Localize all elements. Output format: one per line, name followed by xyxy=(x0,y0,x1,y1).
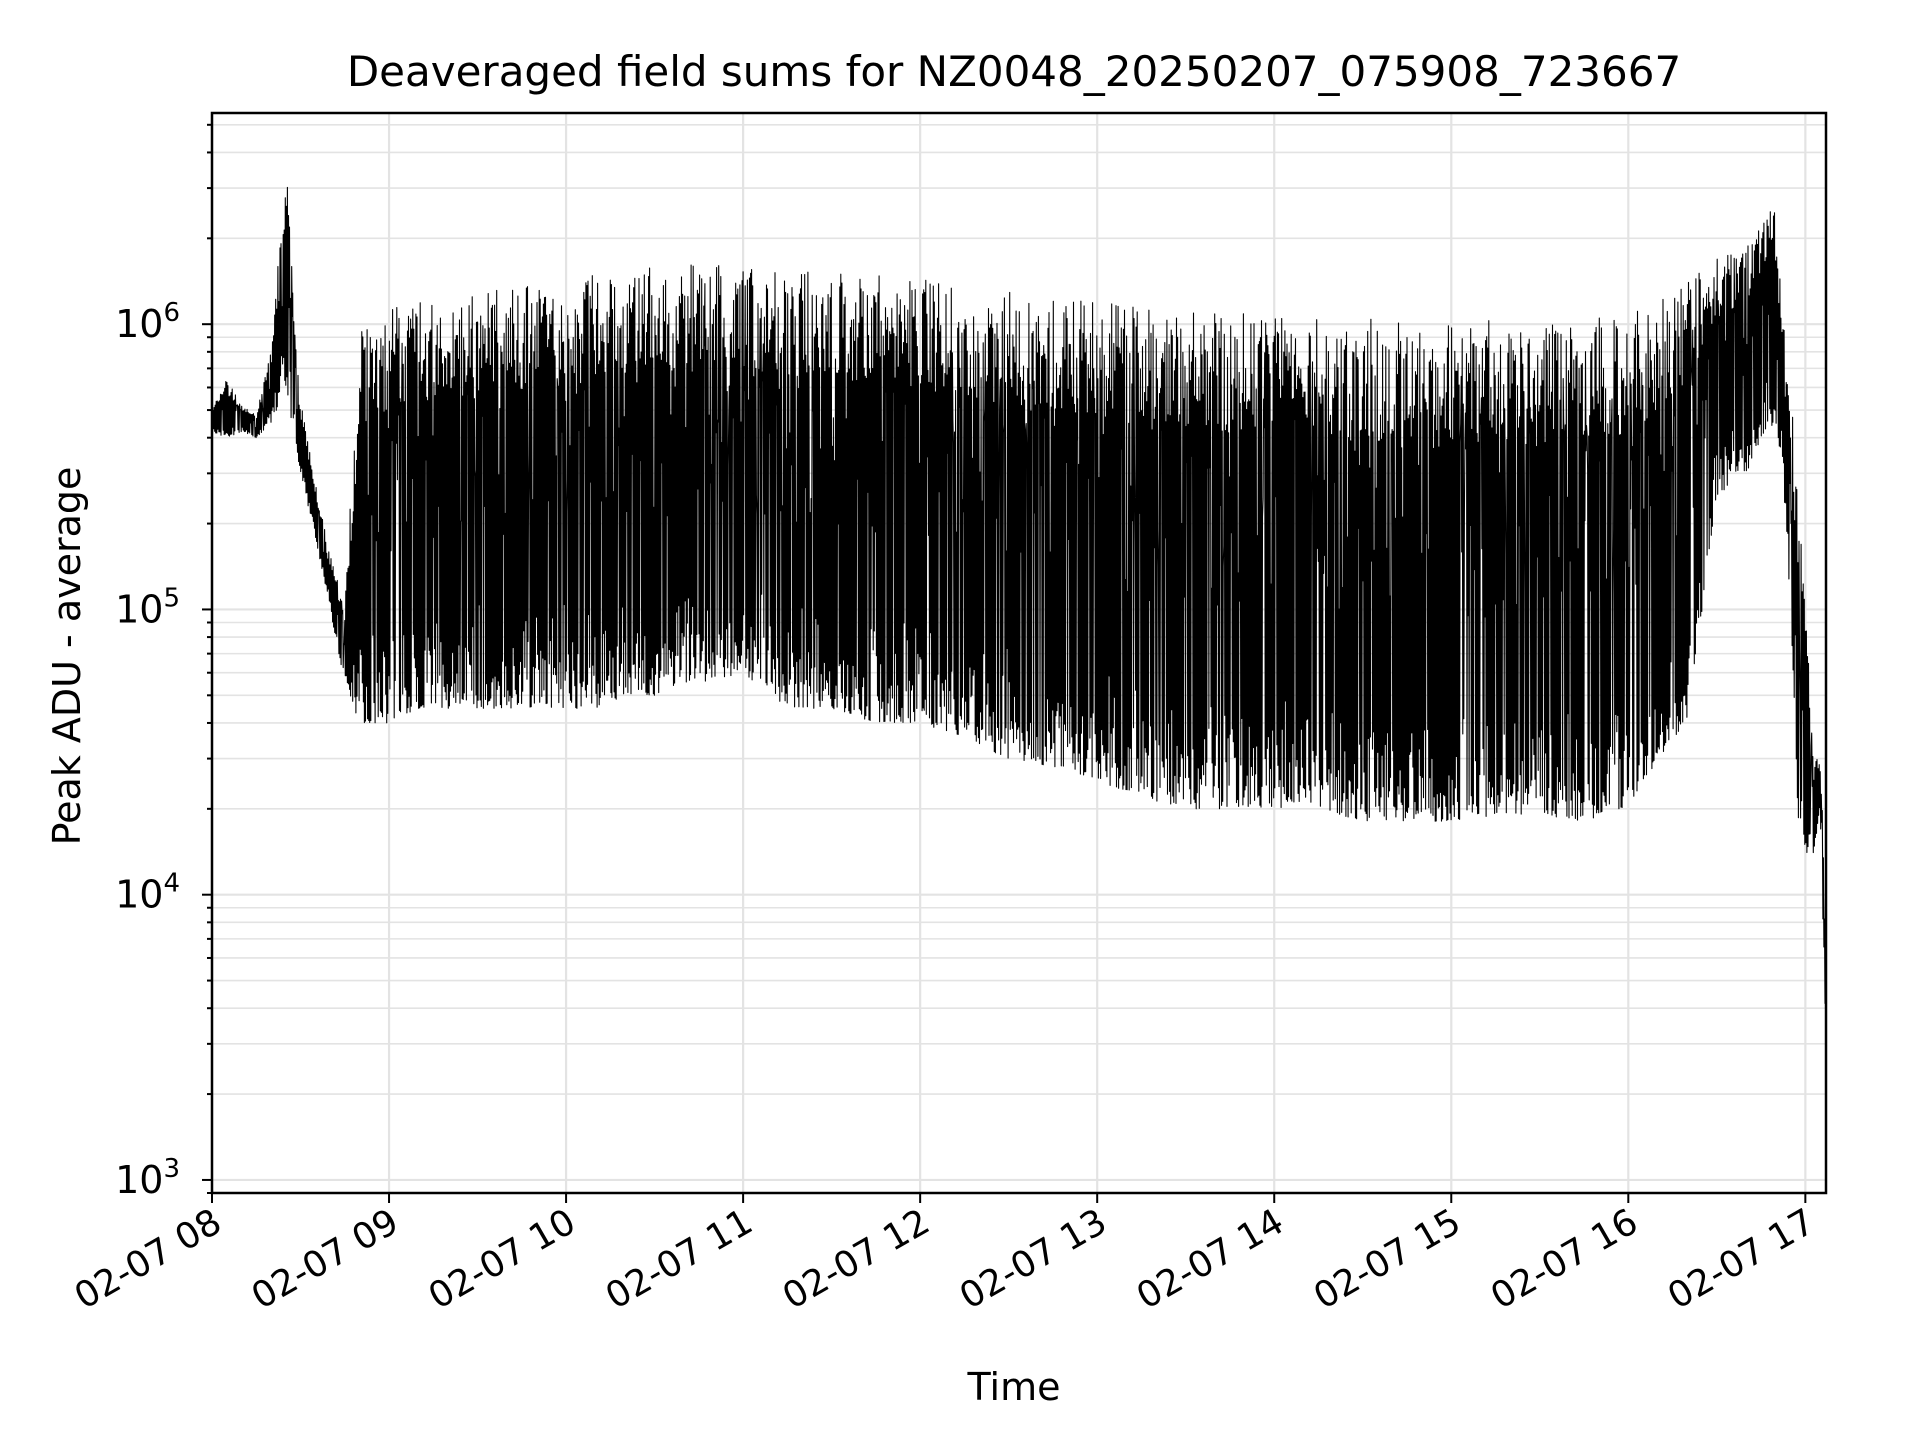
x-tick-label: 02-07 10 xyxy=(422,1201,583,1317)
x-tick-label: 02-07 11 xyxy=(599,1201,760,1317)
y-tick-label: 104 xyxy=(115,869,180,917)
y-tick-label: 103 xyxy=(115,1154,180,1202)
x-tick-label: 02-07 09 xyxy=(245,1201,406,1317)
y-axis-label: Peak ADU - average xyxy=(45,467,89,846)
x-tick-label: 02-07 14 xyxy=(1130,1201,1291,1317)
y-tick-label: 105 xyxy=(115,583,180,631)
data-series xyxy=(211,186,1827,1004)
x-tick-label: 02-07 16 xyxy=(1484,1201,1645,1317)
x-tick-label: 02-07 08 xyxy=(68,1201,229,1317)
x-tick-label: 02-07 13 xyxy=(953,1201,1114,1317)
chart-title: Deaveraged field sums for NZ0048_2025020… xyxy=(347,47,1681,96)
x-tick-label: 02-07 17 xyxy=(1661,1201,1822,1317)
y-tick-label: 106 xyxy=(115,298,180,346)
x-tick-label: 02-07 15 xyxy=(1307,1201,1468,1317)
x-tick-label: 02-07 12 xyxy=(776,1201,937,1317)
y-axis: 103 104 105 106 xyxy=(115,123,212,1202)
series-line xyxy=(211,186,1827,1004)
x-axis: 02-07 08 02-07 09 02-07 10 02-07 11 02-07 12… xyxy=(68,1193,1822,1318)
x-axis-label: Time xyxy=(967,1365,1061,1409)
